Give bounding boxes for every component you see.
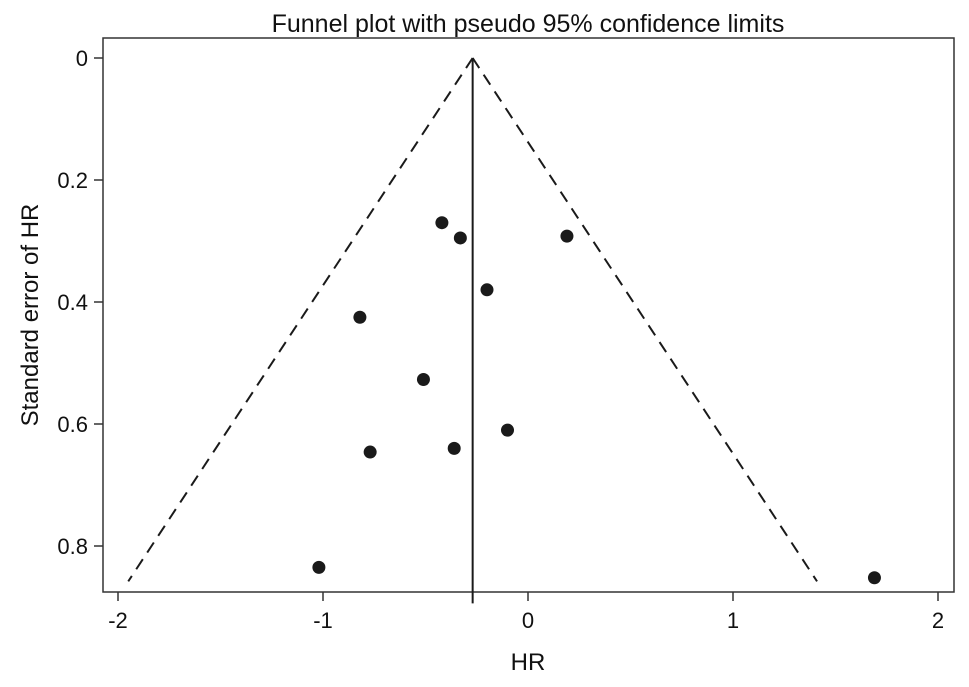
plot-frame	[102, 37, 955, 593]
y-tick-label: 0.8	[57, 534, 88, 559]
x-tick-label: -1	[313, 608, 333, 633]
y-tick-label: 0.4	[57, 290, 88, 315]
x-tick-label: 0	[522, 608, 534, 633]
data-point	[560, 229, 574, 243]
data-point	[312, 560, 326, 574]
funnel-layer	[127, 57, 818, 604]
x-axis-label: HR	[511, 649, 546, 676]
y-axis: 0 0.2 0.4 0.6 0.8	[57, 46, 103, 559]
x-tick-label: 1	[727, 608, 739, 633]
y-tick-label: 0.6	[57, 412, 88, 437]
y-axis-label: Standard error of HR	[17, 204, 44, 427]
funnel-limit-left	[127, 57, 474, 582]
y-tick-label: 0	[76, 46, 88, 71]
points-layer	[312, 216, 881, 585]
x-tick-label: -2	[108, 608, 128, 633]
chart-title: Funnel plot with pseudo 95% confidence l…	[272, 10, 785, 38]
data-point	[867, 571, 881, 585]
data-point	[416, 372, 430, 386]
funnel-limit-right	[471, 57, 818, 582]
data-point	[453, 231, 467, 245]
data-point	[501, 423, 514, 437]
data-point	[447, 441, 461, 455]
data-point	[363, 445, 377, 459]
y-tick-label: 0.2	[57, 168, 88, 193]
x-tick-label: 2	[932, 608, 944, 633]
data-point	[353, 310, 367, 324]
data-point	[480, 283, 494, 297]
x-axis: -2 -1 0 1 2	[108, 592, 944, 633]
data-point	[435, 216, 449, 230]
